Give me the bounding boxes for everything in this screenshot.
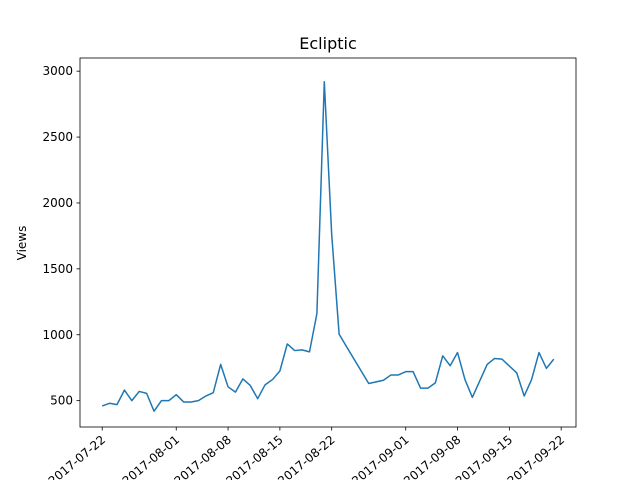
y-tick-label-3000: 3000: [42, 64, 73, 78]
y-tick-label-1000: 1000: [42, 328, 73, 342]
y-tick-label-2000: 2000: [42, 196, 73, 210]
chart-title: Ecliptic: [299, 34, 356, 53]
plot-frame: [79, 57, 577, 428]
y-tick-label-2500: 2500: [42, 130, 73, 144]
y-axis-label: Views: [15, 226, 29, 261]
series-line-0: [101, 80, 555, 412]
y-tick-label-500: 500: [50, 394, 73, 408]
y-tick-label-1500: 1500: [42, 262, 73, 276]
